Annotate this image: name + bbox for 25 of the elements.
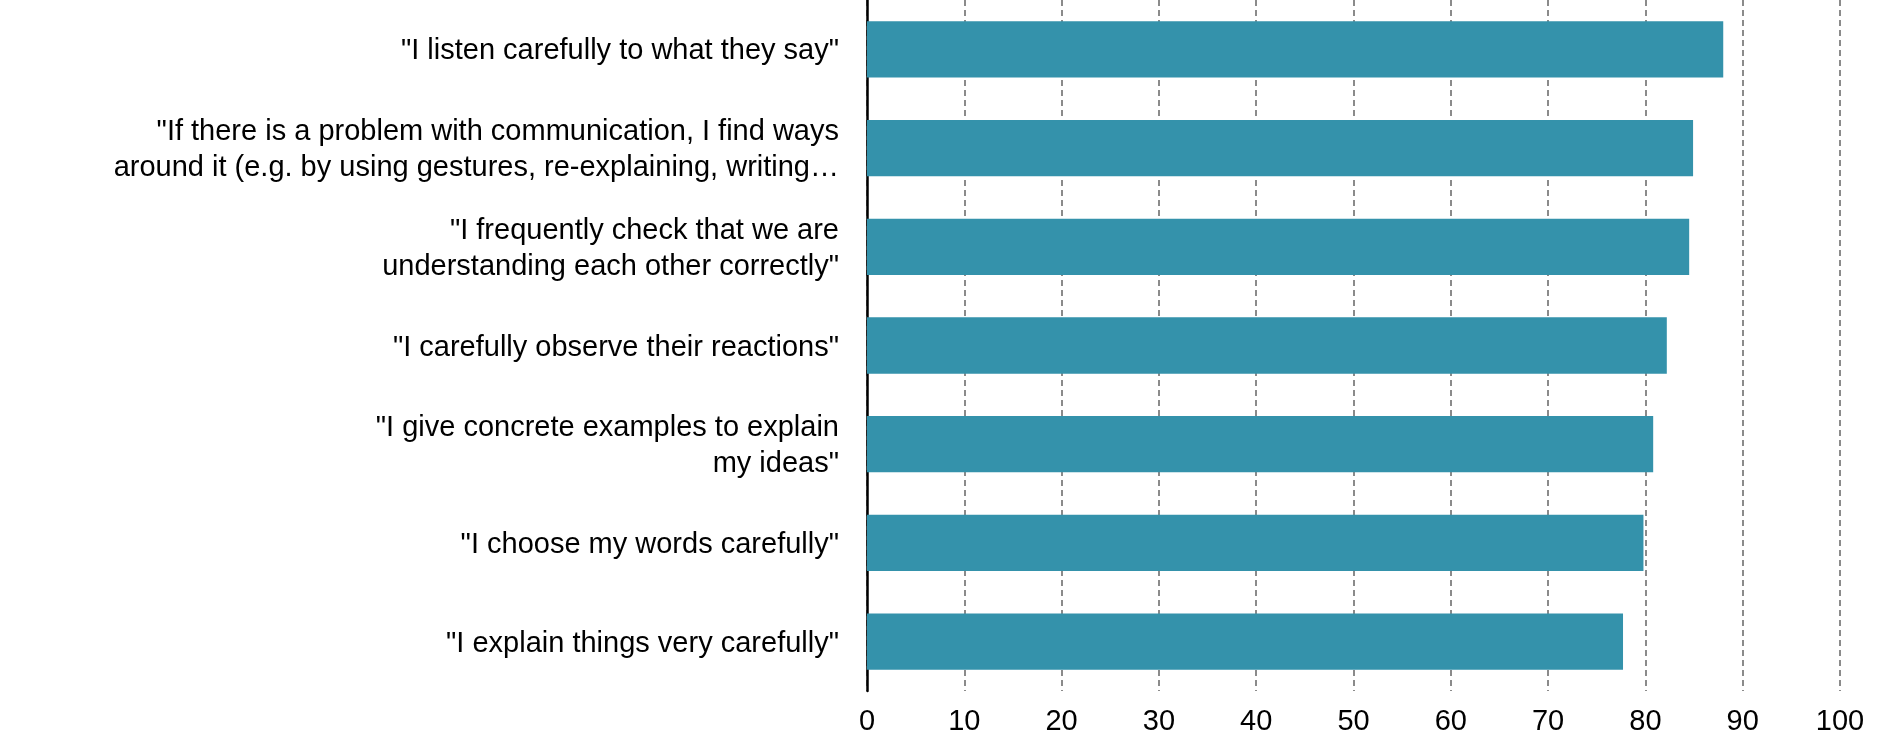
y-tick-label: "I frequently check that we are understanding each other correctly" [382,212,839,281]
y-tick-label: "I explain things very carefully" [446,625,839,658]
bar [867,613,1624,670]
x-tick-label: 100 [1815,703,1865,736]
bar [867,514,1644,572]
x-tick-label: 80 [1629,703,1662,736]
x-tick-label: 30 [1142,703,1176,736]
y-tick-label: "I carefully observe their reactions" [392,329,839,362]
bar [867,119,1694,177]
bar [867,218,1690,275]
bar [867,416,1654,473]
x-tick-label: 70 [1531,703,1565,736]
y-tick-label: "I give concrete examples to explain my ideas" [375,410,839,479]
x-tick-label: 60 [1434,703,1467,736]
bar [867,21,1724,78]
bar [867,317,1667,374]
y-tick-label: "If there is a problem with communication, I find ways around it (e.g. by using gestures, re-explaining, writing… [113,114,839,183]
x-tick-label: 0 [858,703,876,736]
y-tick-label: "I choose my words carefully" [460,526,839,559]
y-tick-label: "I listen carefully to what they say" [400,33,839,66]
x-tick-label: 20 [1045,703,1078,736]
x-tick-label: 50 [1337,703,1370,736]
x-tick-label: 10 [948,703,981,736]
x-tick-label: 90 [1726,703,1759,736]
x-tick-label: 40 [1240,703,1273,736]
